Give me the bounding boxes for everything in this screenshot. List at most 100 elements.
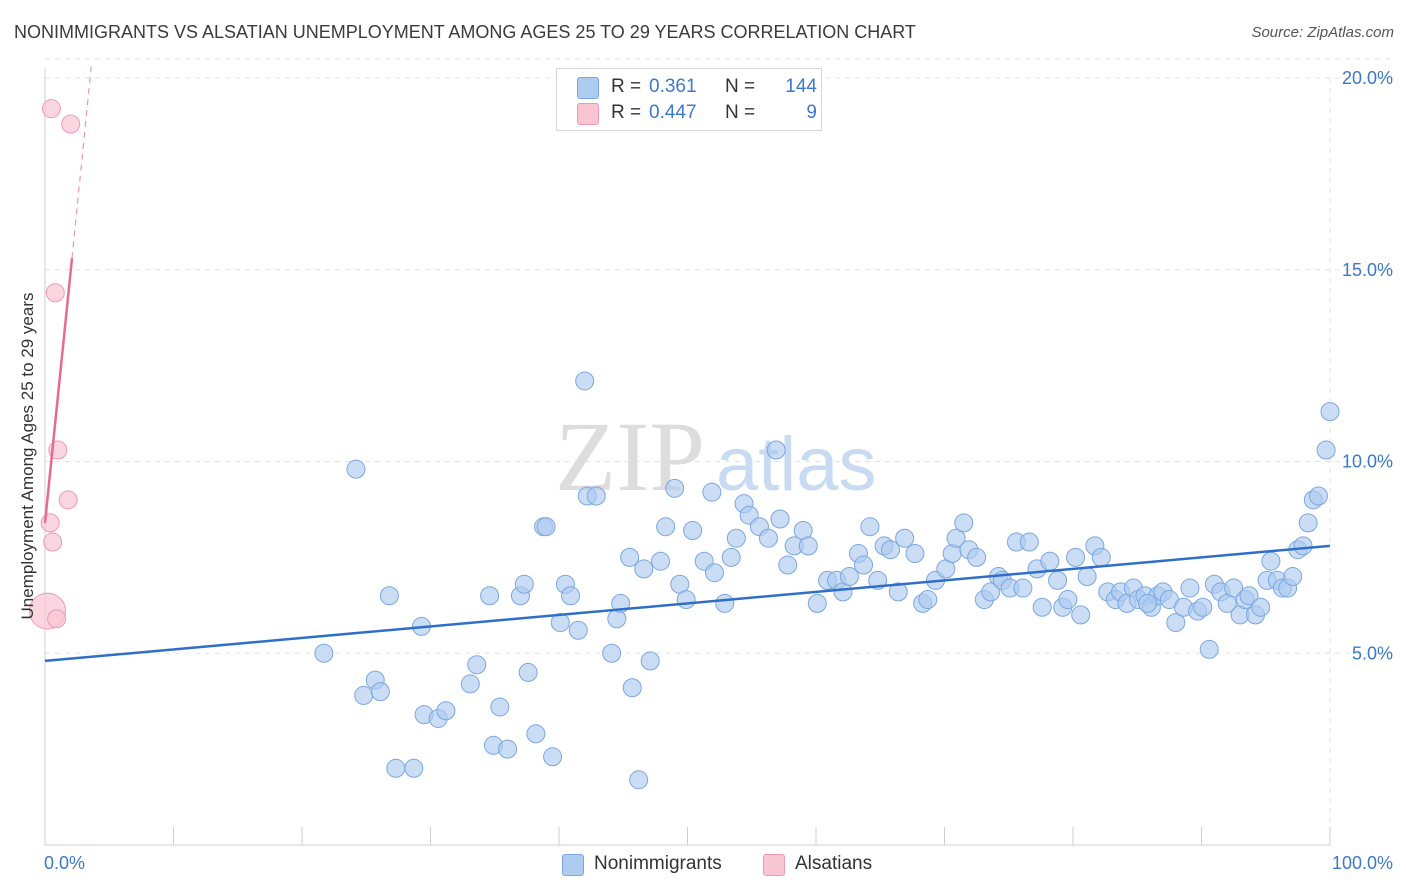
nonimmigrants-point: [1293, 536, 1313, 556]
nonimmigrants-point: [498, 739, 518, 759]
watermark-atlas: atlas: [716, 422, 877, 507]
nonimmigrants-point: [981, 582, 1001, 602]
nonimmigrants-point: [404, 758, 424, 778]
nonimmigrants-point: [480, 586, 500, 606]
nonimmigrants-point: [656, 517, 676, 537]
nonimmigrants-point: [946, 528, 966, 548]
nonimmigrants-point: [651, 551, 671, 571]
nonimmigrants-point: [1199, 639, 1219, 659]
nonimmigrants-point: [370, 682, 390, 702]
nonimmigrants-point: [704, 563, 724, 583]
nonimmigrants-point: [967, 547, 987, 567]
grid-lines: [45, 58, 1395, 845]
nonimmigrants-point: [586, 486, 606, 506]
nonimmigrants-point: [514, 574, 534, 594]
nonimmigrants-point: [1071, 605, 1091, 625]
legend-label-alsatians: Alsatians: [795, 853, 873, 874]
nonimmigrants-point: [1077, 567, 1097, 587]
nonimmigrants-point: [1048, 570, 1068, 590]
nonimmigrants-point: [683, 521, 703, 541]
nonimmigrants-point: [860, 517, 880, 537]
nonimmigrants-point: [1166, 613, 1186, 633]
legend-swatch-alsatians: [577, 103, 599, 125]
nonimmigrants-point: [881, 540, 901, 560]
legend-r-label: R =: [611, 102, 642, 123]
alsatians-point: [58, 490, 78, 510]
trend-lines: [43, 66, 1331, 663]
alsatians-point: [43, 532, 63, 552]
nonimmigrants-point: [622, 678, 642, 698]
nonimmigrants-point: [386, 758, 406, 778]
nonimmigrants-point: [460, 674, 480, 694]
nonimmigrants-point: [575, 371, 595, 391]
nonimmigrants-point: [721, 547, 741, 567]
nonimmigrants-point: [1298, 513, 1318, 533]
nonimmigrants-point: [1320, 402, 1340, 422]
legend-swatch-nonimmigrants: [562, 854, 584, 876]
axes: [44, 68, 1331, 846]
watermark-zip: ZIP: [555, 401, 705, 512]
nonimmigrants-point: [715, 593, 735, 613]
nonimmigrants-point: [354, 685, 374, 705]
y-tick-label: 15.0%: [1342, 260, 1393, 280]
nonimmigrants-point: [1316, 440, 1336, 460]
alsatians-point: [41, 99, 61, 119]
nonimmigrants-point: [1138, 593, 1158, 613]
nonimmigrants-point: [1193, 597, 1213, 617]
nonimmigrants-point: [568, 620, 588, 640]
nonimmigrants-point: [676, 590, 696, 610]
nonimmigrants-point: [778, 555, 798, 575]
legend-r-label: R =: [611, 76, 642, 97]
legend-n-value: 9: [806, 102, 817, 123]
tick-labels: 5.0% 10.0% 15.0% 20.0% 0.0% 100.0%: [44, 68, 1393, 873]
y-tick-label: 5.0%: [1352, 643, 1393, 663]
nonimmigrants-point: [379, 586, 399, 606]
nonimmigrants-point: [1251, 597, 1271, 617]
y-tick-label: 20.0%: [1342, 68, 1393, 88]
nonimmigrants-point: [518, 662, 538, 682]
nonimmigrants-point: [954, 513, 974, 533]
nonimmigrants-point: [895, 528, 915, 548]
nonimmigrants-point: [770, 509, 790, 529]
nonimmigrants-point: [1091, 547, 1111, 567]
nonimmigrants-point: [467, 655, 487, 675]
nonimmigrants-point: [1261, 551, 1281, 571]
legend-n-label: N =: [725, 102, 756, 123]
alsatians-points: [29, 99, 81, 630]
legend-swatch-alsatians: [763, 854, 785, 876]
y-axis-label: Unemployment Among Ages 25 to 29 years: [18, 292, 37, 620]
nonimmigrants-point: [346, 459, 366, 479]
nonimmigrants-point: [807, 593, 827, 613]
nonimmigrants-point: [905, 544, 925, 564]
nonimmigrants-point: [888, 582, 908, 602]
legend-n-label: N =: [725, 76, 756, 97]
nonimmigrants-point: [702, 482, 722, 502]
nonimmigrants-point: [436, 701, 456, 721]
nonimmigrants-point: [1239, 586, 1259, 606]
nonimmigrants-point: [620, 547, 640, 567]
nonimmigrants-point: [640, 651, 660, 671]
nonimmigrants-point: [634, 559, 654, 579]
legend-n-value: 144: [785, 76, 817, 97]
nonimmigrants-point: [1066, 547, 1086, 567]
nonimmigrants-point: [726, 528, 746, 548]
nonimmigrants-trend-line: [44, 544, 1331, 663]
nonimmigrants-point: [854, 555, 874, 575]
alsatians-point: [61, 114, 81, 134]
nonimmigrants-point: [665, 478, 685, 498]
nonimmigrants-point: [1308, 486, 1328, 506]
nonimmigrants-point: [314, 643, 334, 663]
nonimmigrants-point: [1283, 567, 1303, 587]
nonimmigrants-point: [766, 440, 786, 460]
nonimmigrants-point: [1019, 532, 1039, 552]
nonimmigrants-point: [536, 517, 556, 537]
nonimmigrants-points: [314, 371, 1340, 790]
chart-title: NONIMMIGRANTS VS ALSATIAN UNEMPLOYMENT A…: [14, 22, 916, 42]
alsatians-point: [40, 513, 60, 533]
x-tick-label: 0.0%: [44, 853, 85, 873]
nonimmigrants-point: [1013, 578, 1033, 598]
legend-label-nonimmigrants: Nonimmigrants: [594, 853, 722, 874]
nonimmigrants-point: [798, 536, 818, 556]
nonimmigrants-point: [629, 770, 649, 790]
